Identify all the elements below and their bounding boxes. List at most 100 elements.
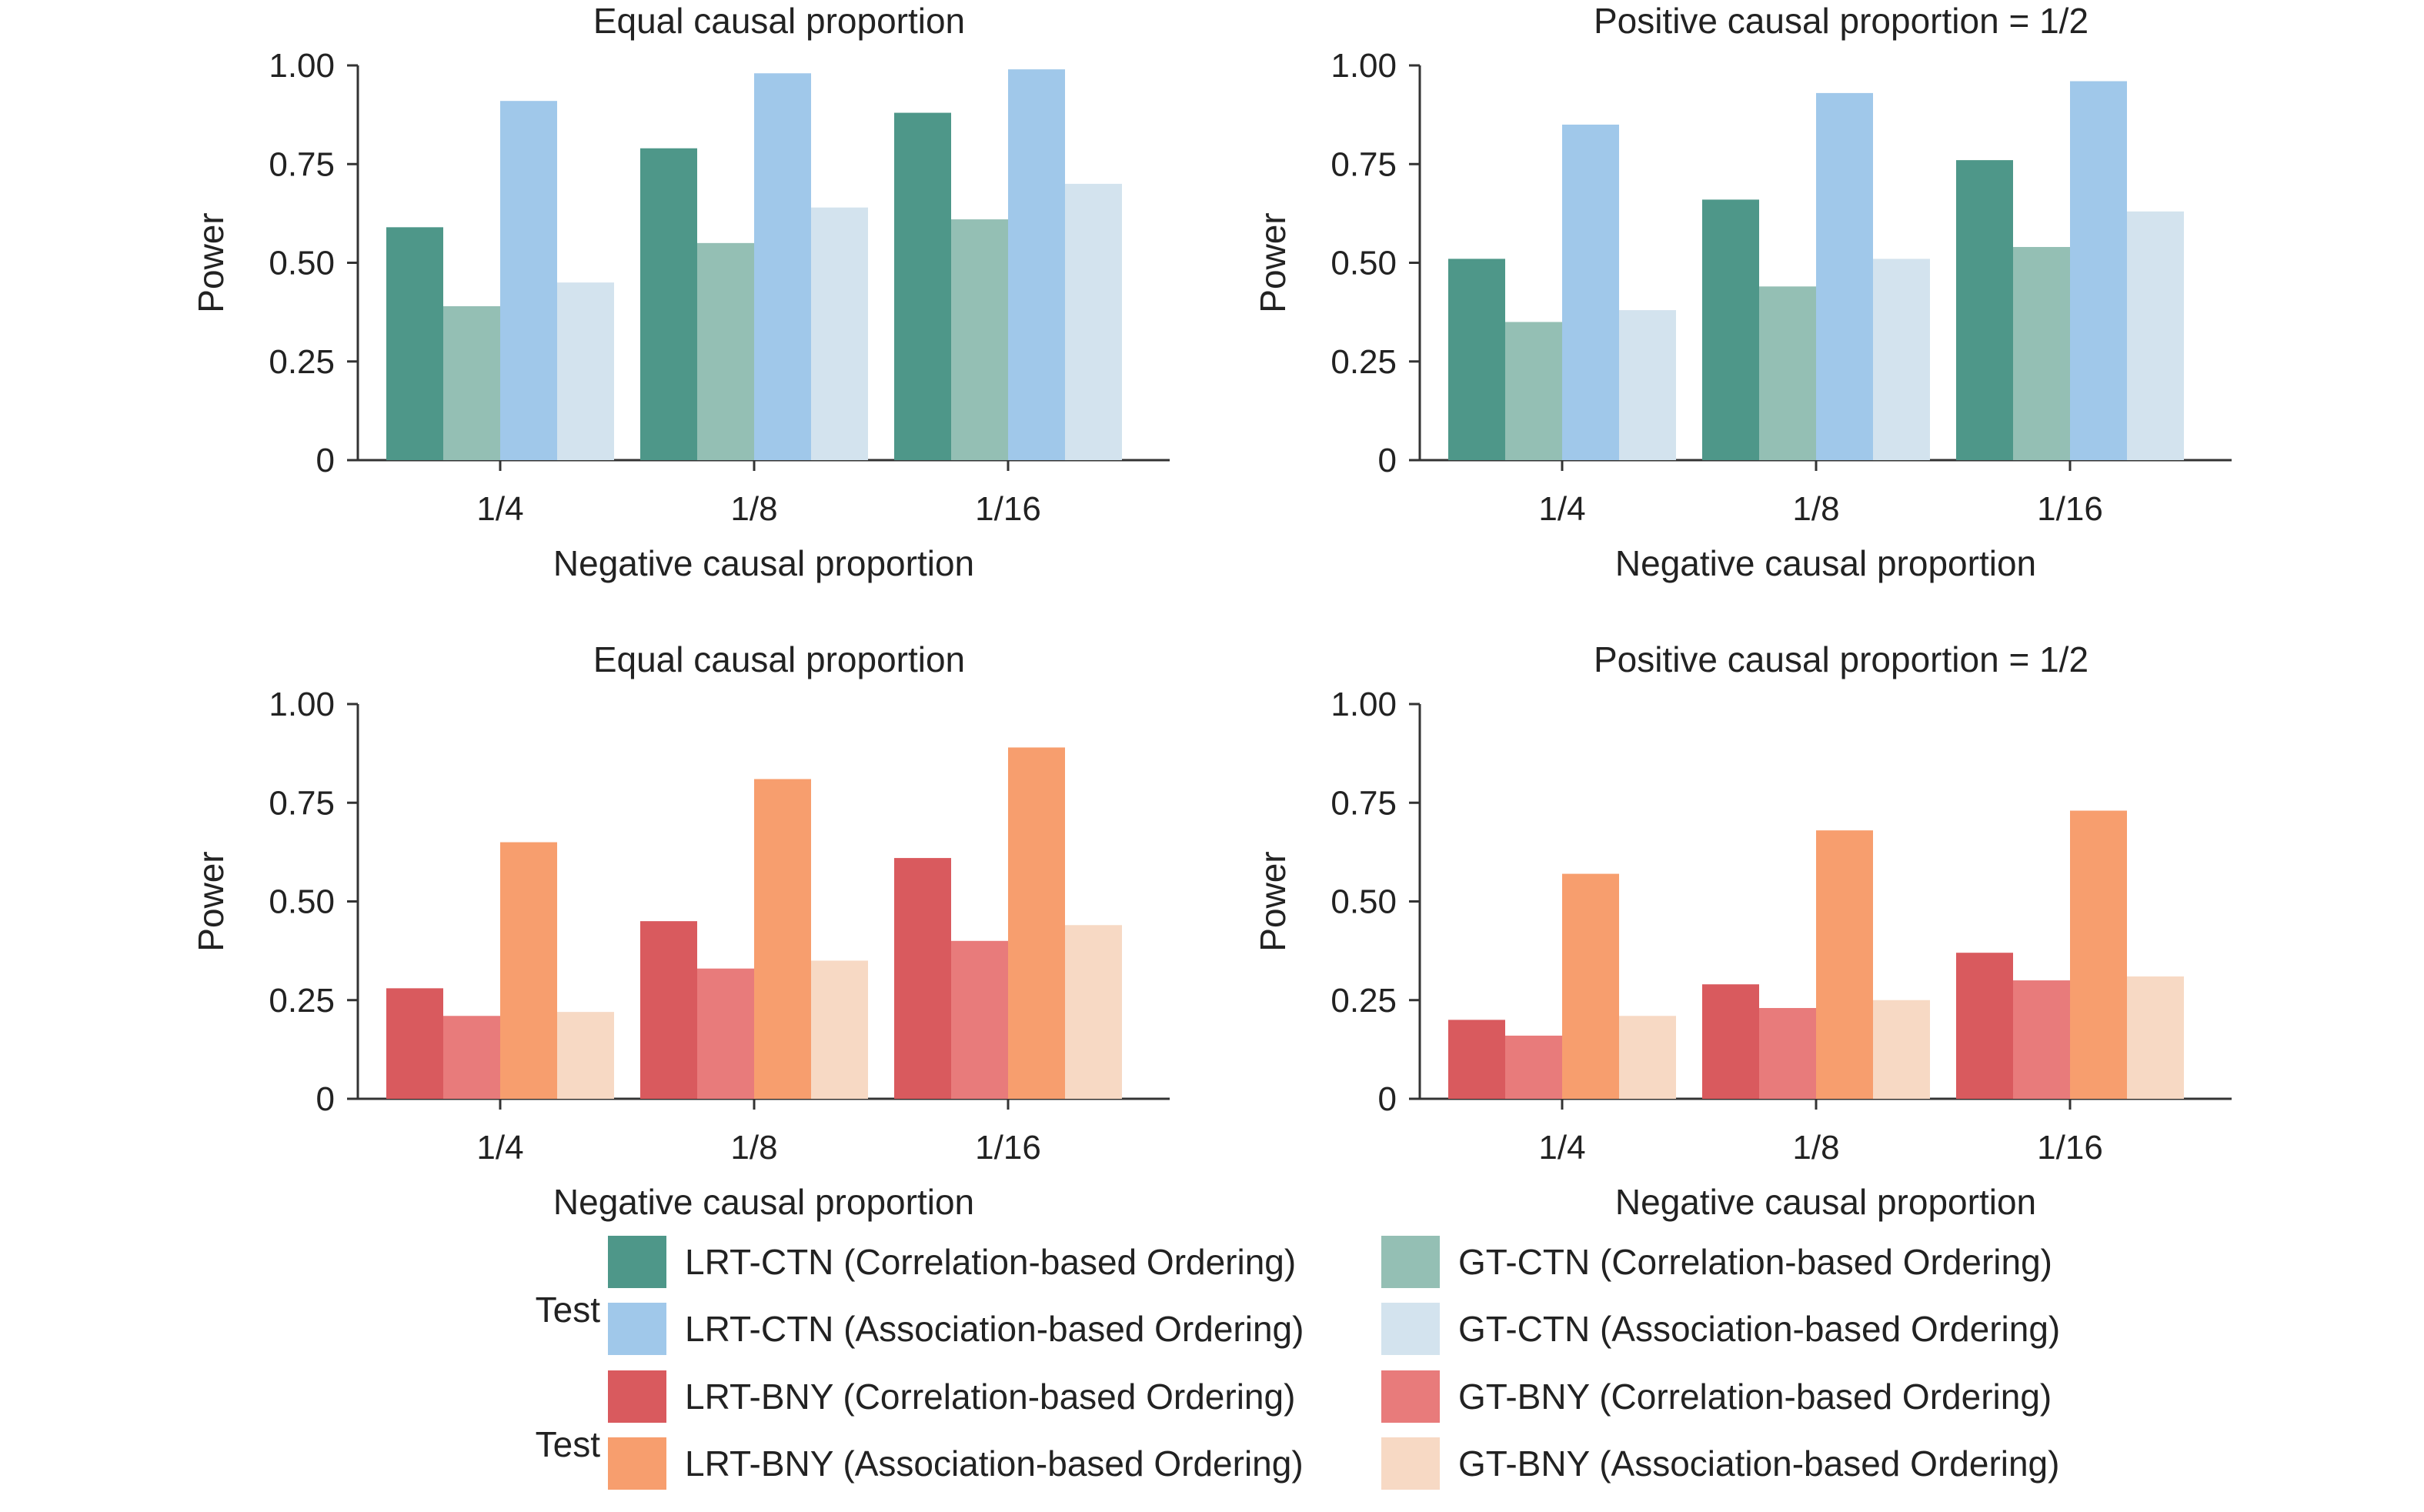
bar-2-1-8 bbox=[1759, 286, 1816, 460]
legend-item-label: GT-BNY (Correlation-based Ordering) bbox=[1458, 1377, 2052, 1417]
bar-3-1-8 bbox=[1816, 92, 1873, 460]
y-tick-label: 0.75 bbox=[1331, 784, 1397, 822]
bar-2-1-4 bbox=[443, 305, 500, 460]
legend-item-label: LRT-BNY (Correlation-based Ordering) bbox=[685, 1377, 1295, 1417]
y-tick-label: 1.00 bbox=[1331, 686, 1397, 723]
bar-4-1-8 bbox=[811, 960, 868, 1099]
bar-3-1-16 bbox=[1008, 747, 1065, 1099]
x-tick-label: 1/4 bbox=[1538, 490, 1585, 528]
x-axis-label: Negative causal proportion bbox=[1615, 1182, 2036, 1222]
bar-4-1-4 bbox=[557, 1012, 614, 1099]
bar-3-1-4 bbox=[1562, 873, 1619, 1099]
bar-4-1-16 bbox=[1065, 183, 1122, 460]
x-tick-label: 1/16 bbox=[975, 1129, 1041, 1167]
y-tick-label: 0 bbox=[316, 442, 335, 479]
bar-4-1-8 bbox=[1873, 259, 1930, 460]
chart-panel-2: Positive causal proportion = 1/2 0 0.25 0.5… bbox=[1253, 1, 2232, 583]
bar-3-1-4 bbox=[1562, 124, 1619, 460]
y-tick-label: 0 bbox=[1378, 442, 1397, 479]
y-tick-label: 0 bbox=[1378, 1080, 1397, 1118]
y-tick-label: 0.50 bbox=[1331, 883, 1397, 921]
bar-2-1-16 bbox=[2013, 980, 2070, 1099]
bar-1-1-4 bbox=[386, 988, 443, 1099]
x-tick-label: 1/8 bbox=[730, 490, 777, 528]
x-tick-label: 1/8 bbox=[730, 1129, 777, 1167]
y-tick-label: 0.50 bbox=[1331, 245, 1397, 282]
legend-item-label: GT-CTN (Correlation-based Ordering) bbox=[1458, 1242, 2052, 1282]
chart-title: Positive causal proportion = 1/2 bbox=[1594, 1, 2088, 41]
legend-swatch bbox=[608, 1370, 666, 1423]
chart-panel-3: Equal causal proportion 0 0.25 0.50 0.75 1.00… bbox=[191, 639, 1170, 1222]
bar-4-1-16 bbox=[1065, 925, 1122, 1099]
legend-swatch bbox=[608, 1236, 666, 1288]
bar-2-1-16 bbox=[951, 219, 1008, 460]
y-tick-label: 0.25 bbox=[1331, 343, 1397, 381]
y-tick-label: 0.25 bbox=[269, 982, 335, 1020]
bar-1-1-16 bbox=[1956, 160, 2013, 460]
y-axis-label: Power bbox=[1253, 212, 1293, 312]
bar-1-1-16 bbox=[894, 858, 951, 1099]
bar-4-1-4 bbox=[1619, 310, 1676, 460]
legend-swatch bbox=[1381, 1437, 1440, 1490]
legend-item-label: LRT-CTN (Correlation-based Ordering) bbox=[685, 1242, 1296, 1282]
chart-title: Positive causal proportion = 1/2 bbox=[1594, 639, 2088, 679]
x-tick-label: 1/16 bbox=[2037, 1129, 2103, 1167]
chart-panel-1: Equal causal proportion 0 0.25 0.50 0.75 1.00… bbox=[191, 1, 1170, 583]
bar-1-1-8 bbox=[640, 148, 697, 461]
legend-item-label: LRT-BNY (Association-based Ordering) bbox=[685, 1444, 1304, 1484]
y-tick-label: 1.00 bbox=[269, 686, 335, 723]
bar-2-1-4 bbox=[1505, 1035, 1562, 1099]
chart-title: Equal causal proportion bbox=[593, 639, 965, 679]
bar-1-1-4 bbox=[1448, 1020, 1505, 1099]
bar-1-1-8 bbox=[640, 921, 697, 1099]
bar-2-1-8 bbox=[1759, 1008, 1816, 1099]
x-tick-label: 1/16 bbox=[975, 490, 1041, 528]
x-tick-label: 1/4 bbox=[476, 490, 523, 528]
legend-swatch bbox=[1381, 1370, 1440, 1423]
chart-panel-4: Positive causal proportion = 1/2 0 0.25 0.5… bbox=[1253, 639, 2232, 1222]
y-tick-label: 0.50 bbox=[269, 245, 335, 282]
y-tick-label: 0.75 bbox=[269, 145, 335, 183]
bar-3-1-8 bbox=[754, 779, 811, 1099]
bar-2-1-8 bbox=[697, 242, 754, 460]
bar-4-1-8 bbox=[1873, 1000, 1930, 1099]
bar-1-1-8 bbox=[1702, 199, 1759, 460]
legend-item-label: GT-CTN (Association-based Ordering) bbox=[1458, 1309, 2060, 1349]
y-axis-label: Power bbox=[191, 851, 231, 951]
y-tick-label: 0.50 bbox=[269, 883, 335, 921]
bar-3-1-8 bbox=[754, 73, 811, 460]
x-axis-label: Negative causal proportion bbox=[1615, 543, 2036, 583]
y-tick-label: 0.25 bbox=[1331, 982, 1397, 1020]
bar-1-1-4 bbox=[1448, 259, 1505, 460]
legend-item-label: LRT-CTN (Association-based Ordering) bbox=[685, 1309, 1304, 1349]
y-axis-label: Power bbox=[1253, 851, 1293, 951]
y-tick-label: 0.75 bbox=[1331, 145, 1397, 183]
bar-1-1-16 bbox=[1956, 953, 2013, 1099]
bar-3-1-4 bbox=[500, 842, 557, 1099]
legend-group-title: Test bbox=[536, 1424, 601, 1464]
bar-1-1-8 bbox=[1702, 984, 1759, 1099]
bar-4-1-16 bbox=[2127, 211, 2184, 460]
x-tick-label: 1/8 bbox=[1792, 1129, 1839, 1167]
legend-swatch bbox=[608, 1437, 666, 1490]
bar-2-1-4 bbox=[1505, 322, 1562, 460]
x-tick-label: 1/16 bbox=[2037, 490, 2103, 528]
legend-swatch bbox=[1381, 1236, 1440, 1288]
x-axis-label: Negative causal proportion bbox=[553, 543, 974, 583]
x-axis-label: Negative causal proportion bbox=[553, 1182, 974, 1222]
y-tick-label: 1.00 bbox=[1331, 47, 1397, 85]
legend-item-label: GT-BNY (Association-based Ordering) bbox=[1458, 1444, 2059, 1484]
bar-2-1-16 bbox=[951, 940, 1008, 1099]
y-tick-label: 0 bbox=[316, 1080, 335, 1118]
bar-2-1-4 bbox=[443, 1016, 500, 1099]
legend-swatch bbox=[1381, 1303, 1440, 1355]
chart-title: Equal causal proportion bbox=[593, 1, 965, 41]
bar-1-1-16 bbox=[894, 112, 951, 460]
x-tick-label: 1/8 bbox=[1792, 490, 1839, 528]
bar-3-1-8 bbox=[1816, 830, 1873, 1099]
y-tick-label: 0.75 bbox=[269, 784, 335, 822]
x-tick-label: 1/4 bbox=[1538, 1129, 1585, 1167]
legend-swatch bbox=[608, 1303, 666, 1355]
y-tick-label: 0.25 bbox=[269, 343, 335, 381]
bar-4-1-4 bbox=[557, 282, 614, 460]
